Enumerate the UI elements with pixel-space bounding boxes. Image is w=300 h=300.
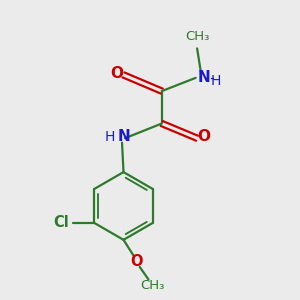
Text: N: N bbox=[198, 70, 211, 86]
Text: N: N bbox=[117, 129, 130, 144]
Text: O: O bbox=[197, 129, 210, 144]
Text: CH₃: CH₃ bbox=[140, 279, 164, 292]
Text: O: O bbox=[110, 66, 124, 81]
Text: H: H bbox=[104, 130, 115, 144]
Text: H: H bbox=[211, 74, 221, 88]
Text: O: O bbox=[130, 254, 143, 269]
Text: Cl: Cl bbox=[53, 215, 69, 230]
Text: CH₃: CH₃ bbox=[185, 30, 209, 43]
